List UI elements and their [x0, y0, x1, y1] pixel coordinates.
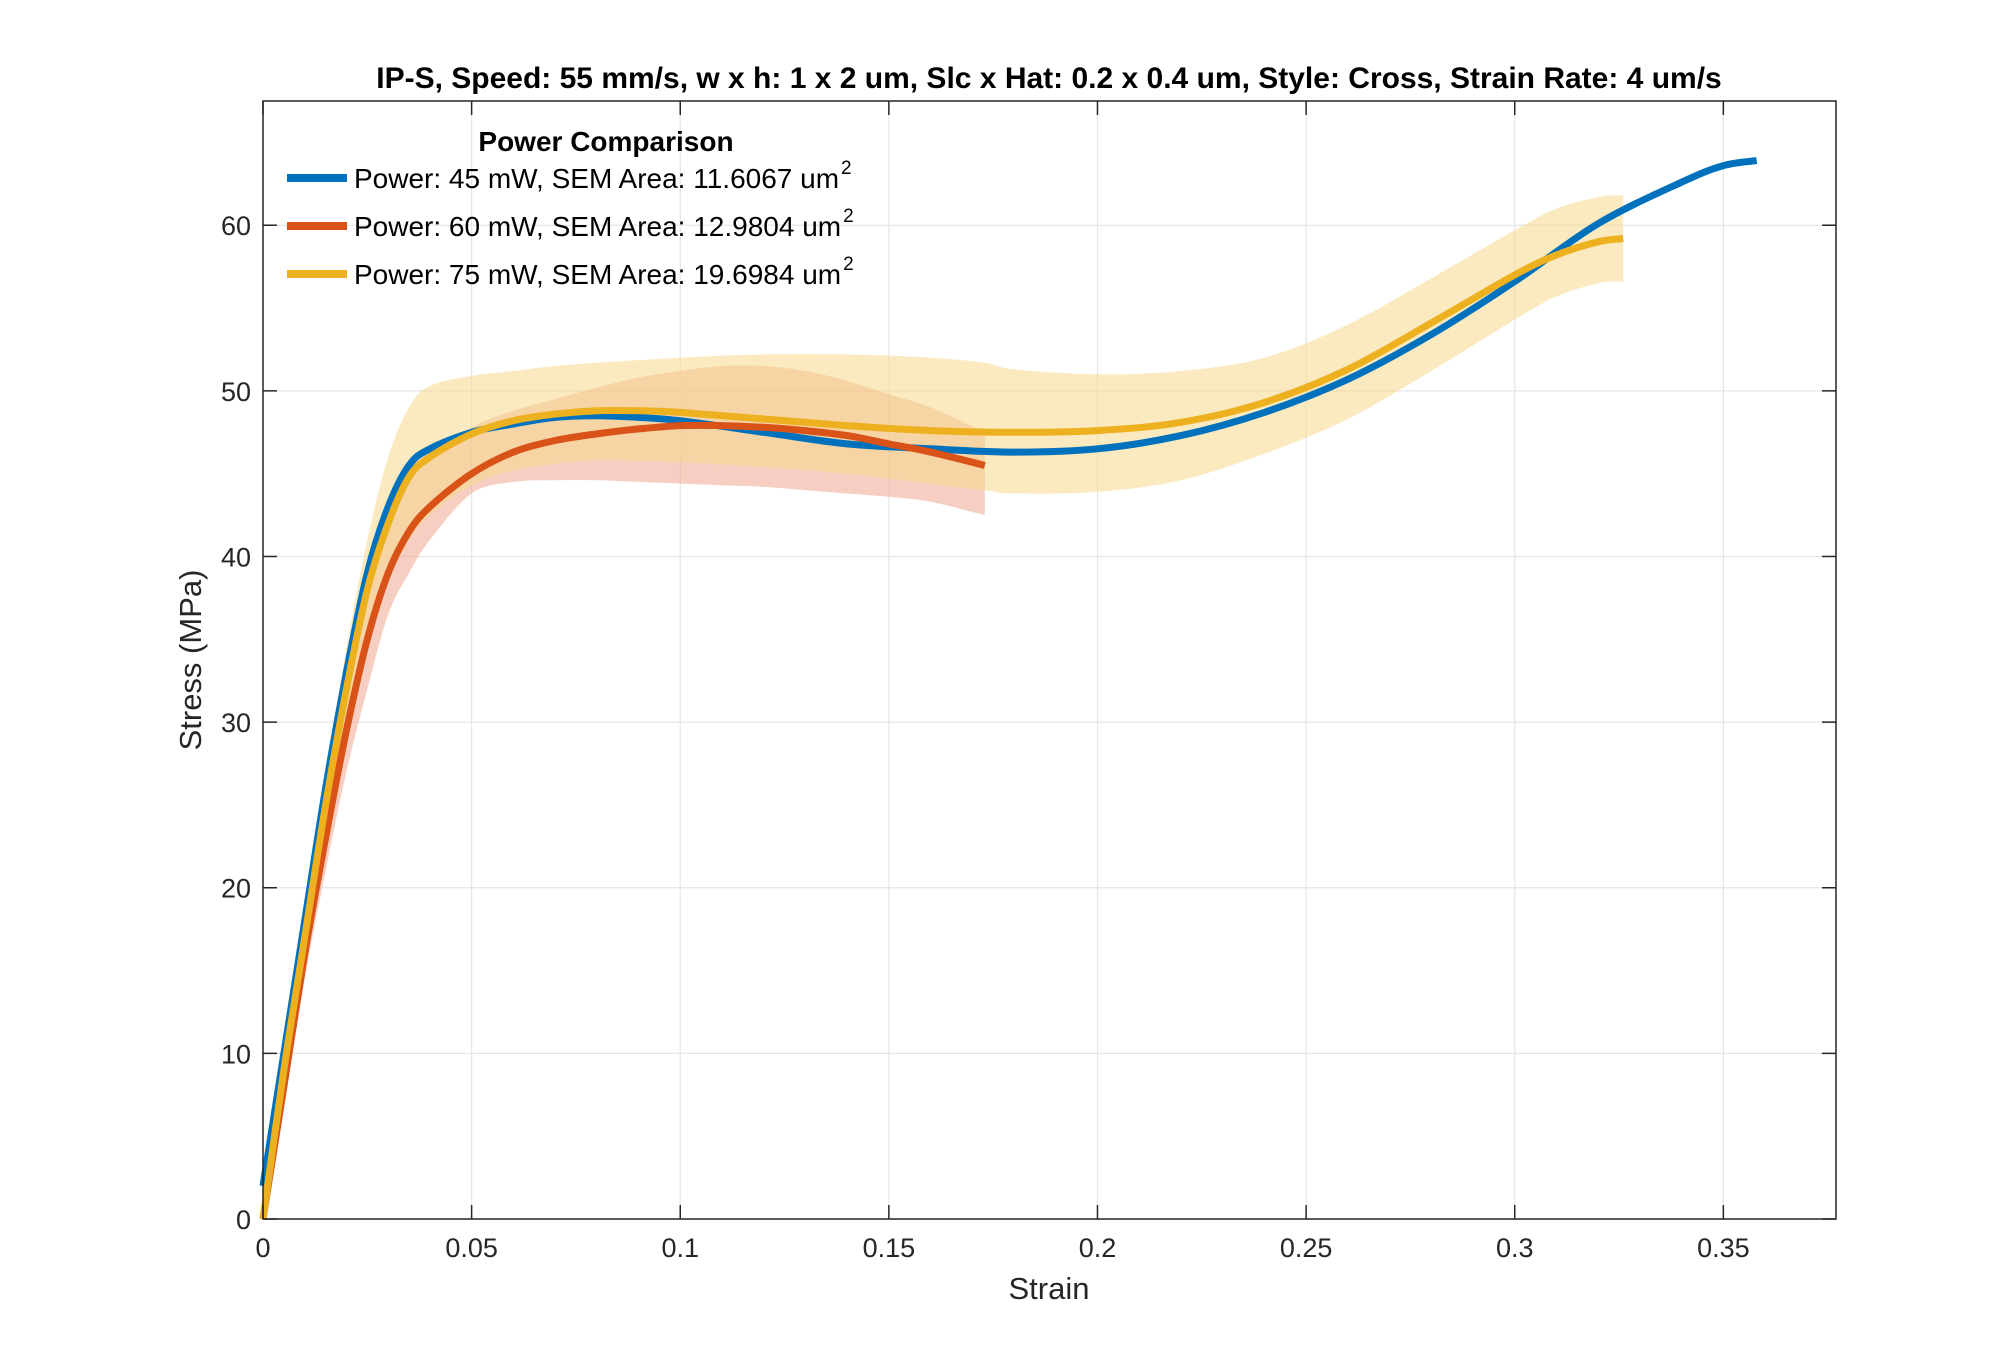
chart-title: IP-S, Speed: 55 mm/s, w x h: 1 x 2 um, S… [376, 62, 1721, 95]
x-tick-label: 0.2 [1079, 1233, 1117, 1263]
legend-label-2: Power: 60 mW, SEM Area: 12.9804 um [354, 211, 841, 242]
x-tick-label: 0.25 [1280, 1233, 1333, 1263]
x-tick-label: 0.35 [1697, 1233, 1750, 1263]
x-axis-label: Strain [1009, 1271, 1090, 1306]
x-tick-label: 0.1 [661, 1233, 699, 1263]
y-tick-label: 60 [221, 211, 251, 241]
x-tick-label: 0.15 [863, 1233, 916, 1263]
legend-title: Power Comparison [478, 126, 733, 157]
y-axis-label: Stress (MPa) [173, 570, 208, 751]
y-tick-label: 30 [221, 708, 251, 738]
series-lines [259, 157, 1758, 1220]
x-tick-label: 0.3 [1496, 1233, 1534, 1263]
legend-superscript-3: 2 [843, 254, 854, 275]
y-tick-label: 0 [236, 1205, 251, 1235]
plot-frame [262, 100, 1837, 1220]
x-tick-label: 0.05 [445, 1233, 498, 1263]
legend-superscript-1: 2 [841, 158, 852, 179]
legend-label-3: Power: 75 mW, SEM Area: 19.6984 um [354, 259, 841, 290]
y-tick-label: 40 [221, 542, 251, 572]
line-series-2 [259, 421, 986, 1220]
band-series-3 [263, 195, 1624, 1219]
x-tick-label: 0 [255, 1233, 270, 1263]
y-tick-label: 10 [221, 1039, 251, 1069]
legend: Power Comparison Power: 45 mW, SEM Area:… [287, 126, 854, 290]
y-tick-label: 20 [221, 874, 251, 904]
legend-label-1: Power: 45 mW, SEM Area: 11.6067 um [354, 163, 839, 194]
y-tick-label: 50 [221, 377, 251, 407]
axis-ticks: 0 0.05 0.1 0.15 0.2 0.25 0.3 0.35 0 10 20 30 40 50 60 [221, 101, 1836, 1263]
line-series-3 [259, 235, 1624, 1220]
legend-superscript-2: 2 [843, 206, 854, 227]
